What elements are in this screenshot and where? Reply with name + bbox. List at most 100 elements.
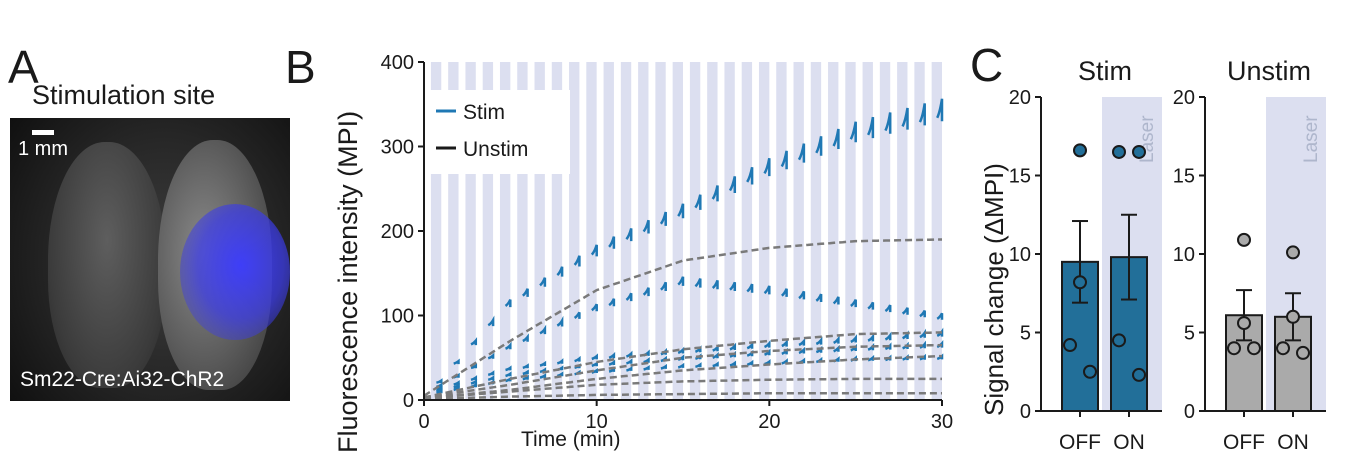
y-tick-label: 15 xyxy=(1173,166,1195,188)
stim-trace xyxy=(643,356,650,364)
stim-trace xyxy=(764,339,771,349)
y-tick-label: 300 xyxy=(381,137,414,159)
stim-trace xyxy=(833,344,840,353)
stim-trace xyxy=(626,365,633,372)
stim-trace xyxy=(901,307,909,315)
stim-trace xyxy=(677,346,685,355)
stim-trace xyxy=(763,157,771,177)
left-hemisphere xyxy=(48,142,166,388)
stim-trace xyxy=(487,370,495,377)
laser-band xyxy=(897,62,908,400)
laser-band xyxy=(517,62,528,400)
stim-trace xyxy=(797,143,806,163)
stim-trace xyxy=(746,359,754,367)
stim-trace xyxy=(798,346,806,355)
unstim-trace xyxy=(423,331,943,399)
laser-bands xyxy=(430,62,942,400)
data-point xyxy=(1227,341,1241,356)
stim-trace xyxy=(436,378,443,384)
y-tick-label: 100 xyxy=(381,306,414,328)
stim-trace xyxy=(798,337,806,347)
data-point xyxy=(1112,333,1126,348)
stim-trace xyxy=(608,298,616,307)
stim-trace xyxy=(763,285,771,295)
stim-trace xyxy=(712,343,719,352)
data-point xyxy=(1132,144,1146,159)
y-axis-label: Fluorescence intensity (MPI) xyxy=(333,111,363,453)
laser-band xyxy=(741,62,753,400)
stim-trace xyxy=(815,136,823,156)
stim-trace xyxy=(556,266,564,277)
y-tick-label: 5 xyxy=(1020,323,1031,345)
stim-trace xyxy=(815,293,823,302)
stim-trace xyxy=(884,112,892,134)
stim-trace xyxy=(901,107,909,130)
laser-band xyxy=(707,62,718,400)
stim-trace xyxy=(608,359,616,366)
stim-trace xyxy=(522,374,529,381)
y-tick-label: 0 xyxy=(1020,401,1031,423)
panel-letter-a: A xyxy=(8,41,39,93)
stim-trace xyxy=(436,384,443,391)
laser-band xyxy=(724,62,735,400)
data-point xyxy=(1073,275,1087,290)
stim-trace xyxy=(798,290,806,300)
stim-trace xyxy=(867,301,875,310)
data-point xyxy=(1083,364,1097,379)
laser-band xyxy=(776,62,787,400)
y-tick-label: 10 xyxy=(1009,244,1031,266)
stim-trace xyxy=(625,350,633,358)
stim-trace xyxy=(677,362,685,369)
stim-trace xyxy=(453,380,460,386)
x-tick-label: 0 xyxy=(418,411,429,433)
unstim-trace xyxy=(423,354,943,400)
stim-trace xyxy=(728,176,737,193)
stim-trace xyxy=(694,278,702,288)
fluorescence-line-chart: Stim Unstim 0 100 200 300 400 0 10 20 30 Time (… xyxy=(333,52,953,453)
stim-trace xyxy=(573,311,581,319)
stim-trace xyxy=(539,360,547,367)
x-category-label: ON xyxy=(1277,431,1309,454)
x-tick-label: 20 xyxy=(758,411,780,433)
stim-trace xyxy=(436,388,443,395)
stim-trace xyxy=(712,361,719,368)
stim-trace xyxy=(625,228,633,242)
stim-trace xyxy=(625,292,633,302)
unstim-bar-chart: Laser Unstim OFF ON 0 5 10 15 20 xyxy=(1173,56,1326,454)
stim-trace xyxy=(729,342,737,351)
data-point xyxy=(1237,232,1251,247)
stim-trace xyxy=(660,281,667,291)
stim-trace xyxy=(522,363,529,370)
stim-trace xyxy=(884,342,892,351)
stim-trace xyxy=(850,334,857,344)
stim-trace xyxy=(487,352,495,360)
laser-band xyxy=(672,62,683,400)
panel-a-title: Stimulation site xyxy=(32,80,216,110)
y-tick-label: 20 xyxy=(1173,87,1195,109)
laser-band xyxy=(758,62,770,400)
laser-band xyxy=(810,62,822,400)
bar-chart-title: Unstim xyxy=(1227,56,1311,86)
stim-trace xyxy=(436,386,443,393)
stim-trace xyxy=(919,340,926,349)
stim-trace xyxy=(505,371,512,378)
stim-trace xyxy=(677,276,685,286)
stim-trace xyxy=(918,103,926,126)
legend-unstim-label: Unstim xyxy=(463,138,528,161)
stim-trace xyxy=(573,255,581,267)
stimulation-overlay xyxy=(180,204,290,340)
stim-trace xyxy=(556,358,564,365)
stim-trace xyxy=(867,332,875,342)
data-point xyxy=(1063,338,1077,353)
stim-trace xyxy=(522,333,529,343)
x-tick-label: 30 xyxy=(931,411,953,433)
laser-band xyxy=(793,62,804,400)
laser-band xyxy=(586,62,597,400)
stim-trace xyxy=(626,358,633,365)
scale-label: 1 mm xyxy=(18,138,68,160)
legend-stim-label: Stim xyxy=(463,101,505,124)
micrograph-image: 1 mm Sm22-Cre:Ai32-ChR2 xyxy=(10,118,290,401)
stim-trace xyxy=(712,351,719,359)
laser-band xyxy=(551,62,563,400)
